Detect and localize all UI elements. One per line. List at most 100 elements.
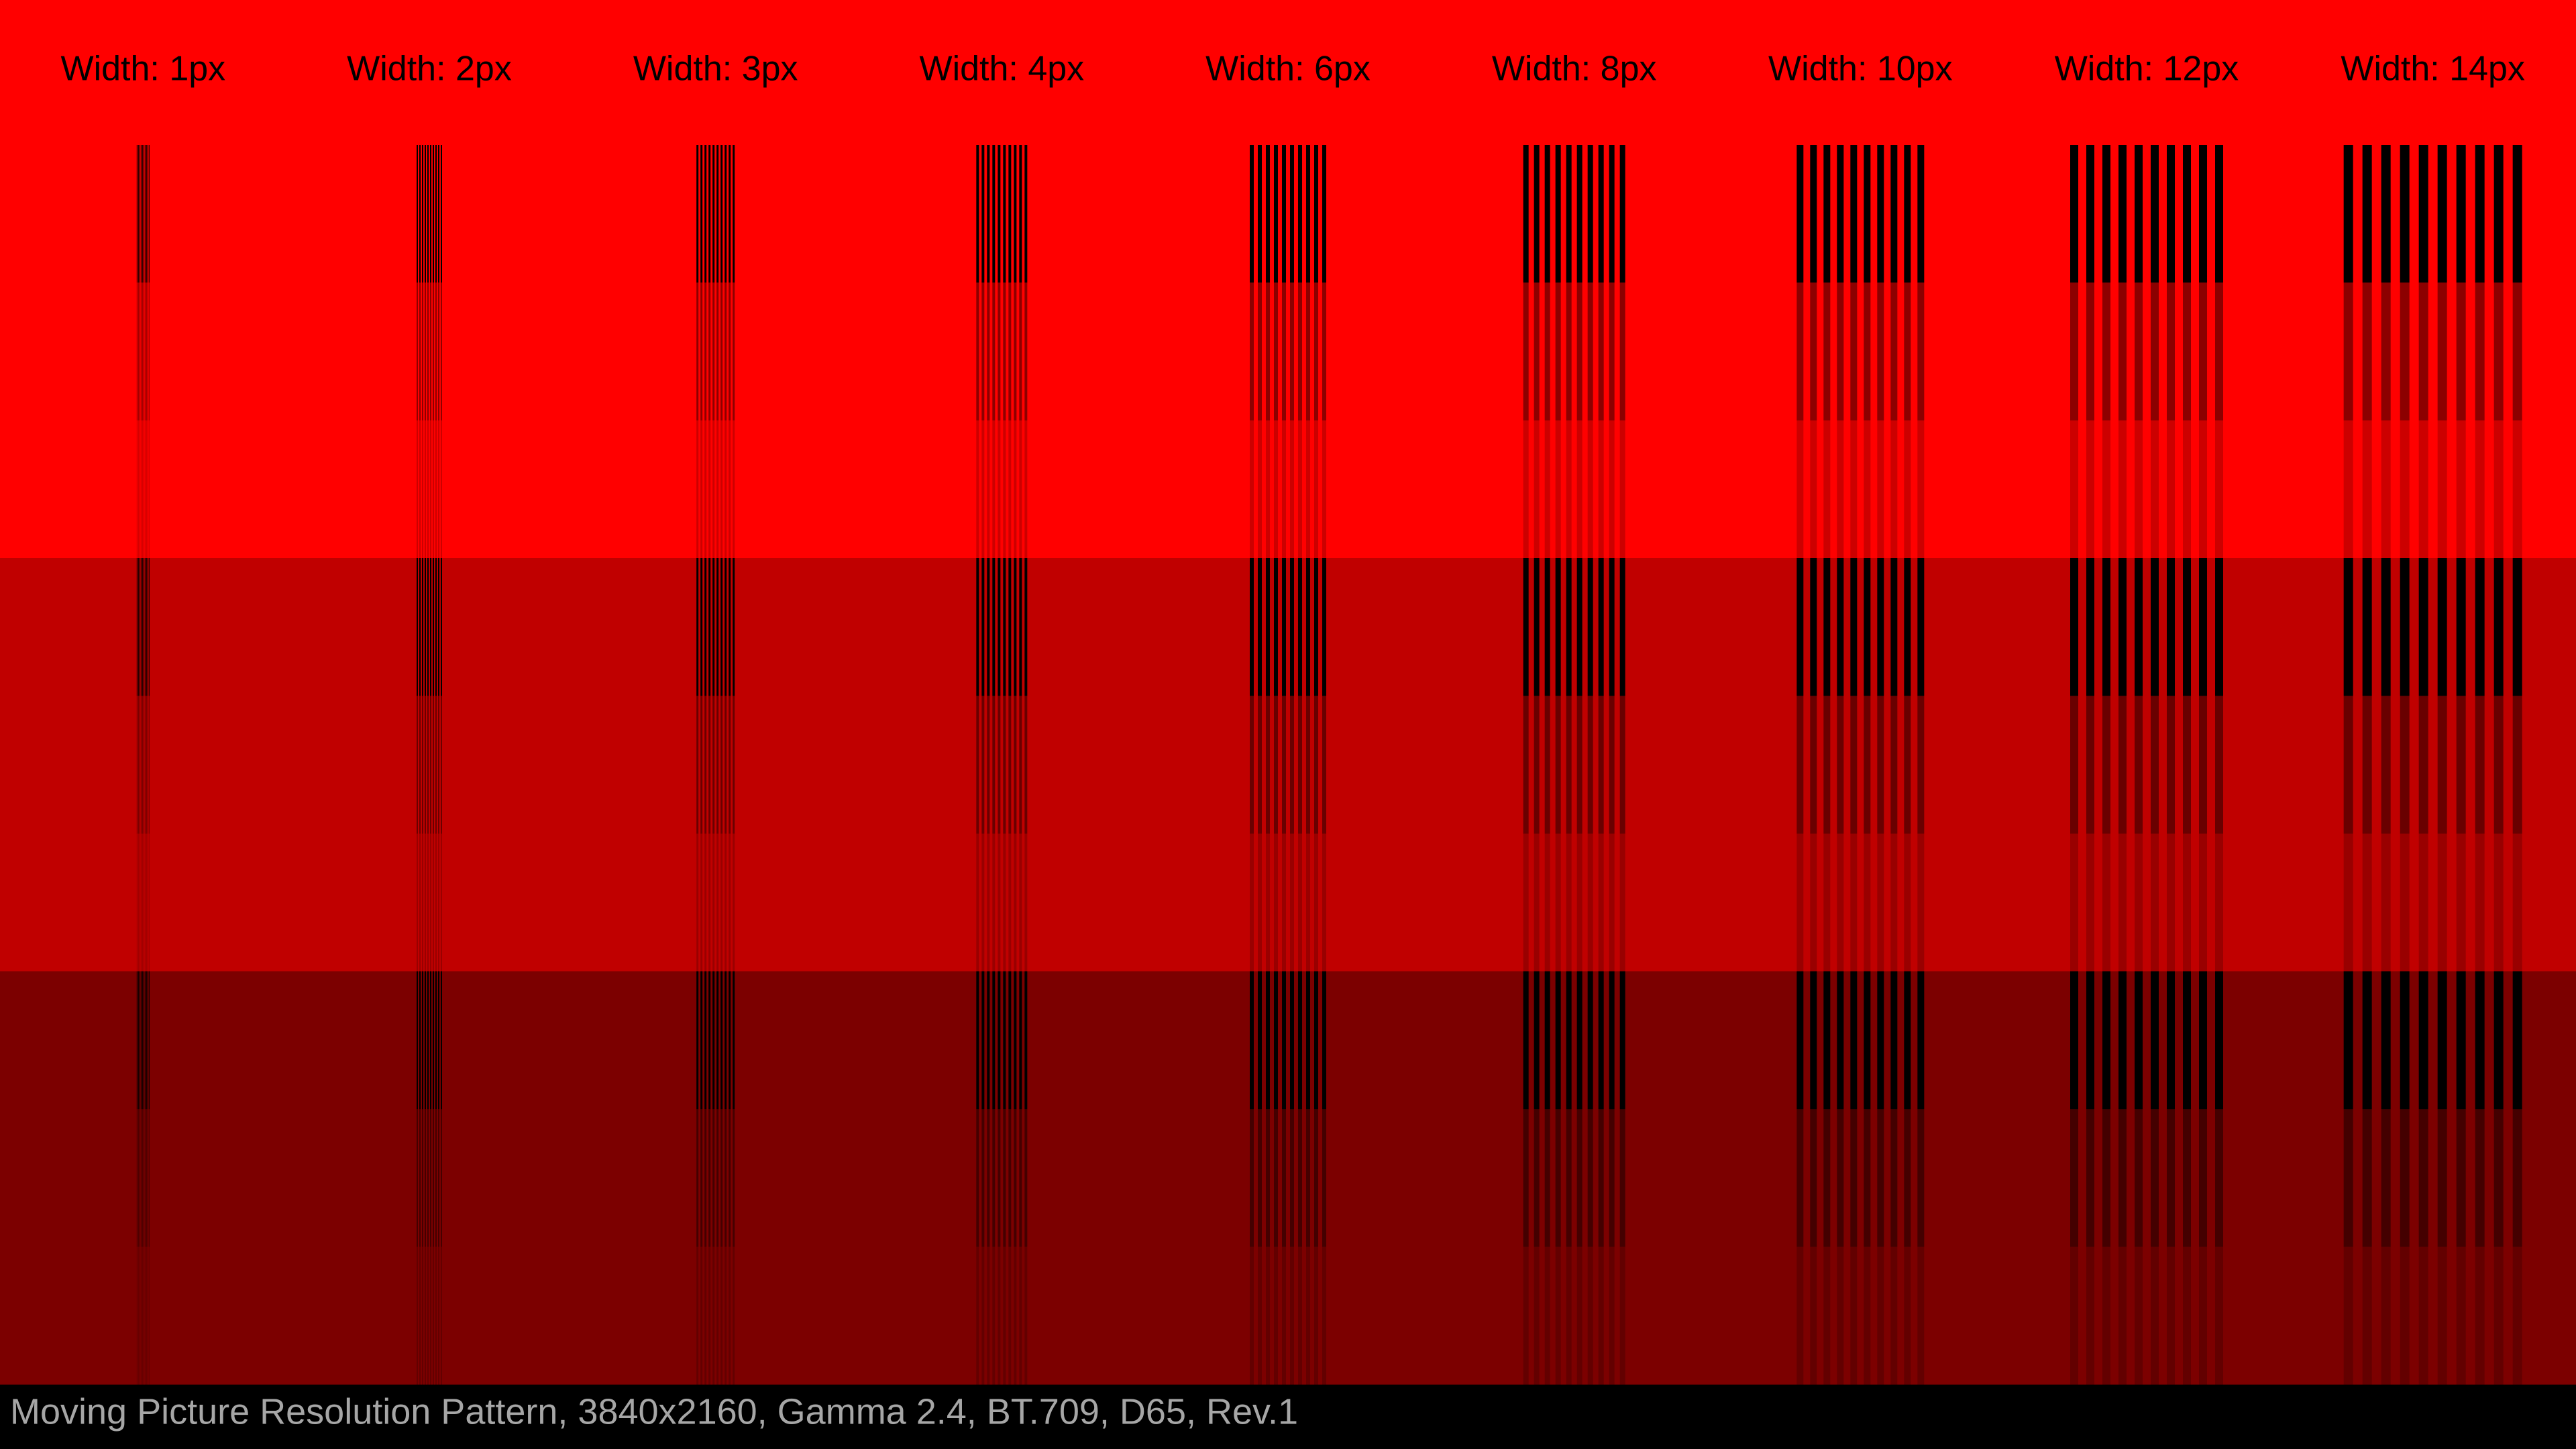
stripe [435, 833, 437, 971]
stripe [425, 558, 426, 696]
stripe [1298, 282, 1302, 421]
stripe [1019, 282, 1022, 421]
stripe [1014, 282, 1017, 421]
stripe [2381, 1246, 2391, 1385]
stripe [700, 282, 703, 421]
stripe [1008, 558, 1012, 696]
stripe [1306, 833, 1310, 971]
stripe [724, 696, 727, 834]
stripe [1796, 971, 1804, 1110]
stripe [2456, 1246, 2466, 1385]
stripe [419, 145, 421, 283]
stripe [140, 971, 142, 1110]
stripe [1850, 696, 1858, 834]
stripe [729, 558, 731, 696]
stripe [1019, 1109, 1022, 1247]
stripe [987, 282, 990, 421]
stripe [2400, 558, 2410, 696]
stripe [438, 696, 439, 834]
stripe [704, 282, 707, 421]
stripe [417, 1246, 418, 1385]
stripe [700, 420, 703, 558]
stripe [422, 833, 423, 971]
stripe [1024, 420, 1028, 558]
stripe [425, 696, 426, 834]
stripe [435, 558, 437, 696]
stripe [438, 145, 439, 283]
stripe [1850, 1109, 1858, 1247]
stripe [1877, 1246, 1884, 1385]
stripe [146, 282, 147, 421]
stripe [427, 558, 429, 696]
stripe [716, 558, 719, 696]
stripe [1306, 971, 1310, 1110]
stripe [138, 145, 139, 283]
stripe [1523, 971, 1529, 1110]
stripe [1250, 145, 1254, 283]
stripe [2215, 145, 2223, 283]
stripe [1566, 696, 1572, 834]
stripe [2215, 696, 2223, 834]
stripe [1003, 420, 1006, 558]
stripe [716, 833, 719, 971]
stripe [1544, 1246, 1550, 1385]
stripe [2118, 558, 2127, 696]
stripe [2362, 420, 2372, 558]
stripe [1823, 1109, 1831, 1247]
band-dark [0, 971, 2576, 1385]
stripe [2167, 282, 2175, 421]
stripe [2102, 696, 2110, 834]
stripe [2199, 971, 2207, 1110]
stripe [2199, 833, 2207, 971]
stripe [704, 1246, 707, 1385]
stripe [1003, 282, 1006, 421]
stripe [441, 145, 442, 283]
stripe [1544, 558, 1550, 696]
stripe [1609, 971, 1615, 1110]
stripe [2167, 145, 2175, 283]
stripe [2512, 558, 2522, 696]
stripe [1282, 282, 1286, 421]
stripe [1917, 145, 1925, 283]
stripe [1274, 1109, 1278, 1247]
stripe [1523, 145, 1529, 283]
stripe [419, 558, 421, 696]
stripe [1250, 282, 1254, 421]
stripe [1322, 558, 1326, 696]
footer-bar [0, 1385, 2576, 1449]
stripe [1850, 145, 1858, 283]
stripe [1024, 1246, 1028, 1385]
stripe [1810, 145, 1817, 283]
stripe [136, 558, 138, 696]
stripe [427, 971, 429, 1110]
stripe [427, 420, 429, 558]
stripe [2199, 558, 2207, 696]
stripe [700, 971, 703, 1110]
stripe [419, 696, 421, 834]
stripe [708, 145, 711, 283]
stripe [2135, 971, 2143, 1110]
stripe [2070, 833, 2078, 971]
stripe [733, 558, 735, 696]
stripe [976, 282, 979, 421]
stripe [142, 282, 143, 421]
stripe [2475, 833, 2485, 971]
stripe [1566, 1109, 1572, 1247]
stripe [441, 558, 442, 696]
stripe [2135, 145, 2143, 283]
stripe [2362, 145, 2372, 283]
stripe [733, 971, 735, 1110]
stripe [2118, 145, 2127, 283]
stripe [146, 696, 147, 834]
stripe [2456, 145, 2466, 283]
stripe [1619, 1246, 1625, 1385]
stripe [425, 833, 426, 971]
column-label: Width: 10px [1768, 50, 1953, 89]
stripe [1904, 145, 1911, 283]
stripe [1890, 833, 1898, 971]
stripe [2151, 282, 2159, 421]
stripe [998, 696, 1001, 834]
stripe [2418, 833, 2428, 971]
stripe [2437, 282, 2447, 421]
stripe [2437, 833, 2447, 971]
